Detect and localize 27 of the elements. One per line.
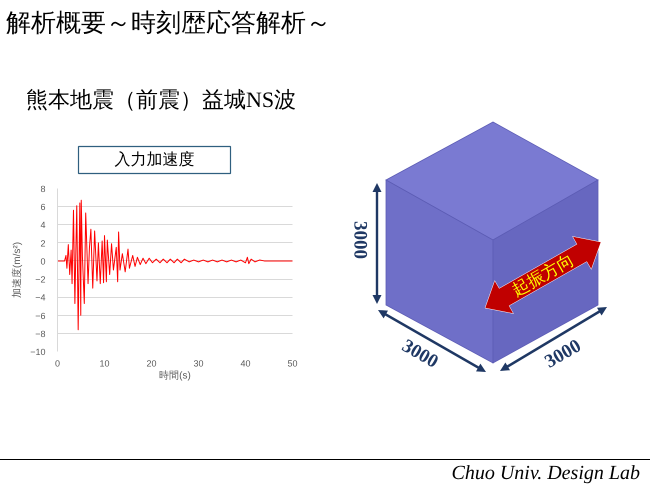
y-tick-label: 2 <box>40 238 46 248</box>
text: 3000 <box>541 335 585 373</box>
x-tick-label: 0 <box>54 358 60 368</box>
y-tick-label: −8 <box>35 328 46 339</box>
chart-title: 解析概要～時刻歴応答解析～ <box>6 8 331 39</box>
y-tick-label: 4 <box>40 220 46 230</box>
y-tick-label: −4 <box>35 292 46 303</box>
text: Chuo Univ. Design Lab <box>451 462 640 485</box>
y-tick-label: −10 <box>30 347 46 357</box>
chart-subtitle: 熊本地震（前震）益城NS波 <box>26 86 296 114</box>
text: 3000 <box>350 221 370 259</box>
y-tick-label: −2 <box>35 274 46 285</box>
text: 3000 <box>398 335 442 373</box>
text: 起振方向 <box>508 250 578 300</box>
x-tick-label: 40 <box>240 358 251 368</box>
x-tick-label: 10 <box>99 358 110 368</box>
line-series <box>58 200 292 330</box>
y-tick-label: 8 <box>40 184 46 194</box>
x-tick-label: 50 <box>287 358 298 368</box>
text: 入力加速度 <box>114 150 194 168</box>
y-axis-title: 加速度(m/s²) <box>11 242 24 298</box>
x-axis-title: 時間(s) <box>159 370 191 382</box>
y-tick-label: 0 <box>40 256 46 266</box>
y-tick-label: 6 <box>40 202 46 212</box>
x-tick-label: 30 <box>193 358 204 368</box>
y-tick-label: −6 <box>35 310 46 321</box>
x-tick-label: 20 <box>146 358 157 368</box>
